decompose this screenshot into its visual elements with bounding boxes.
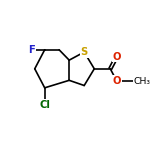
Text: CH₃: CH₃ bbox=[133, 77, 150, 86]
Text: O: O bbox=[112, 76, 121, 86]
Text: O: O bbox=[112, 52, 121, 62]
Text: S: S bbox=[81, 47, 88, 57]
Text: F: F bbox=[28, 45, 35, 55]
Text: Cl: Cl bbox=[39, 100, 50, 110]
